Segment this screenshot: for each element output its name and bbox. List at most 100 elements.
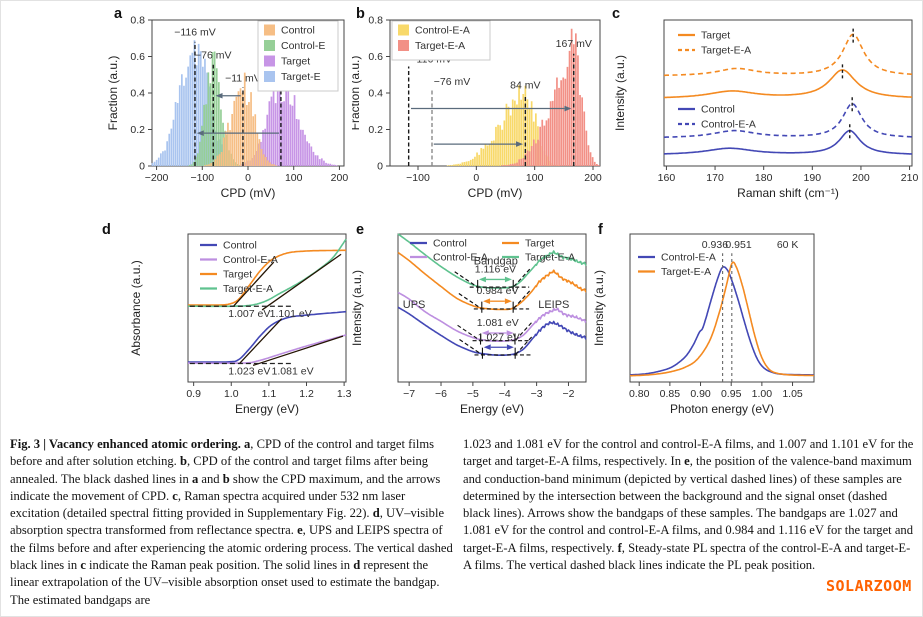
y-tick-label: 0.8 — [368, 15, 383, 27]
x-axis-label: Energy (eV) — [235, 402, 299, 416]
panel-letter: f — [598, 222, 603, 238]
legend-label: Target-E — [281, 71, 321, 83]
x-axis-label: Energy (eV) — [460, 402, 524, 416]
onset-dashed-line — [513, 289, 532, 309]
curve-Control — [397, 306, 587, 356]
legend-label: Target — [701, 30, 730, 42]
x-tick-label: 190 — [804, 172, 822, 184]
legend-label: Control-E-A — [661, 252, 716, 264]
hist-Target-E-A — [501, 28, 600, 167]
legend-label: Target — [525, 238, 554, 250]
x-tick-label: −4 — [499, 388, 511, 400]
caption-segment: , CPD of the control and target films be… — [10, 437, 435, 469]
annotation-text: 1.023 eV — [228, 365, 270, 377]
x-axis-label: Raman shift (cm⁻¹) — [737, 186, 839, 200]
caption-segment: represent the linear extrapolation of th… — [10, 558, 440, 607]
legend-label: Target-E-A — [223, 283, 273, 295]
axes-frame — [187, 233, 347, 383]
arrow-head — [564, 105, 572, 112]
panel-letter: b — [356, 6, 365, 22]
x-tick-label: −5 — [467, 388, 479, 400]
caption-column-left: Fig. 3 | Vacancy enhanced atomic orderin… — [10, 436, 456, 609]
annotation-text: −116 mV — [174, 27, 216, 39]
fit-line — [252, 335, 344, 367]
legend-label: Control-E-A — [433, 252, 488, 264]
legend-label: Target-E-A — [661, 266, 711, 278]
x-axis-label: Photon energy (eV) — [670, 402, 774, 416]
caption-segment: d — [353, 558, 361, 573]
arrow-head — [215, 92, 223, 99]
x-tick-label: 1.00 — [752, 388, 773, 400]
caption-segment: and — [198, 471, 223, 486]
curve-Target-E-A — [664, 33, 912, 77]
x-tick-label: 200 — [584, 172, 602, 184]
y-tick-label: 0 — [377, 161, 383, 173]
x-tick-label: 160 — [658, 172, 676, 184]
fit-line — [261, 253, 342, 311]
panel-c-raman-spectra: 160 170 180 190 200 210 Raman shift (cm⁻¹) Inte… — [610, 2, 920, 212]
legend-label: Control — [433, 238, 467, 250]
panel-f-svg: 0.80 0.85 0.90 0.95 1.00 1.05 Photon energy (e… — [594, 222, 815, 416]
legend-label: Target-E-A — [525, 252, 575, 264]
caption-segment: c — [172, 488, 178, 503]
panel-letter: d — [102, 222, 111, 238]
x-tick-label: −6 — [435, 388, 447, 400]
legend-label: Control-E-A — [701, 119, 756, 131]
onset-dashed-line — [454, 271, 478, 288]
panel-letter: e — [356, 222, 364, 238]
y-tick-label: 0.4 — [130, 88, 145, 100]
caption-segment: , UPS and LEIPS spectra of the films bef… — [10, 523, 453, 573]
onset-dashed-line — [513, 267, 532, 287]
annotation-text: 1.007 eV — [228, 308, 270, 320]
y-tick-label: 0.6 — [130, 51, 145, 63]
curve-Control-E-A — [188, 334, 347, 364]
panel-d-uv-vis-absorbance: 0.9 1.0 1.1 1.2 1.3 Energy (eV) Absorbance (a.… — [94, 218, 358, 432]
annotation-text: LEIPS — [538, 299, 569, 311]
caption-segment: indicate the Raman peak position. The so… — [85, 558, 354, 573]
x-tick-label: 0.80 — [629, 388, 650, 400]
y-tick-label: 0.4 — [368, 88, 383, 100]
caption-segment: 1.023 and 1.081 eV for the control and c… — [463, 437, 914, 469]
annotation-text: 1.101 eV — [270, 308, 312, 320]
x-tick-label: 180 — [755, 172, 773, 184]
caption-segment: b — [222, 471, 230, 486]
onset-dashed-line — [515, 321, 533, 341]
caption-segment: e — [684, 454, 690, 469]
onset-dashed-line — [457, 324, 480, 341]
curve-Control-E-A — [397, 291, 587, 342]
arrow-head — [483, 344, 491, 351]
arrow-head — [478, 276, 486, 283]
x-tick-label: −100 — [406, 172, 430, 184]
caption-segment: Fig. 3 | Vacancy enhanced atomic orderin… — [10, 437, 244, 451]
panel-f-pl-spectra: 0.80 0.85 0.90 0.95 1.00 1.05 Photon energy (e… — [594, 218, 822, 432]
annotation-text: −76 mV — [434, 76, 470, 88]
panel-a-svg: −200 −100 0 100 200 0 0.2 0.4 0.6 0.8 CPD (mV) Frac… — [106, 6, 348, 200]
caption-segment: , UV–visible absorption spectra transfor… — [10, 506, 445, 538]
curve-Target — [663, 69, 912, 99]
panel-e-ups-leips-spectra: −7 −6 −5 −4 −3 −2 Energy (eV) Intensity (a.u.) e… — [350, 218, 592, 432]
panel-letter: a — [114, 6, 123, 22]
x-tick-label: −3 — [531, 388, 543, 400]
annotation-text: −76 mV — [195, 50, 231, 62]
legend-swatch — [264, 40, 275, 51]
arrow-head — [516, 141, 523, 147]
x-tick-label: 0.90 — [690, 388, 711, 400]
caption-segment: a — [244, 437, 251, 451]
x-axis-label: CPD (mV) — [221, 186, 276, 200]
hist-Target — [239, 80, 338, 166]
legend-swatch — [264, 24, 275, 36]
x-tick-label: −100 — [190, 172, 214, 184]
caption-segment: b — [179, 454, 187, 469]
legend-swatch — [264, 71, 275, 82]
arrow-head — [483, 298, 491, 304]
arrow-head — [506, 344, 514, 351]
fit-line — [233, 261, 275, 307]
y-tick-label: 0.2 — [368, 124, 383, 136]
panel-d-svg: 0.9 1.0 1.1 1.2 1.3 Energy (eV) Absorbance (a.… — [102, 222, 352, 416]
caption-segment: f — [617, 540, 622, 555]
axes-frame — [663, 19, 913, 167]
x-tick-label: −2 — [562, 388, 574, 400]
legend-swatch — [398, 24, 409, 36]
panel-letter: c — [612, 6, 620, 22]
hist-Control-E-A — [446, 85, 560, 166]
